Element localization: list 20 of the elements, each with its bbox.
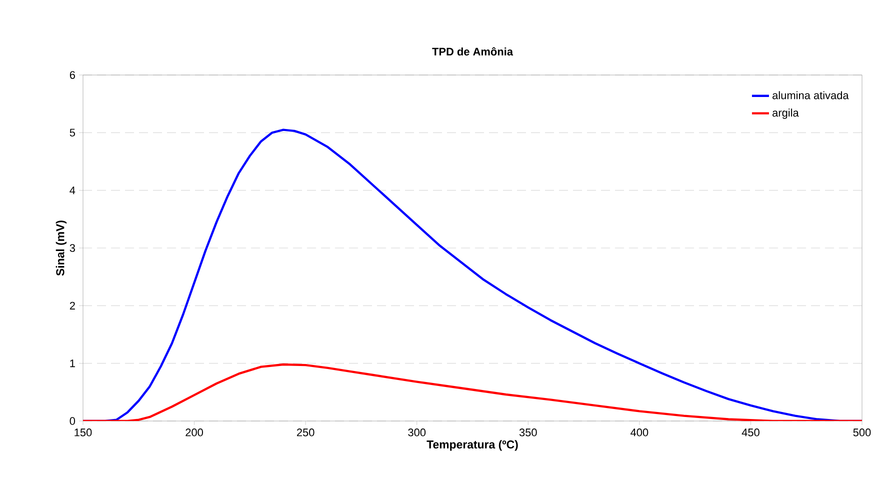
x-tick-label: 500 (853, 428, 871, 436)
legend-label: argila (772, 108, 799, 119)
y-tick-label: 4 (70, 186, 76, 194)
x-tick-label: 400 (630, 428, 648, 436)
y-tick-label: 6 (70, 71, 75, 79)
y-tick-label: 5 (70, 128, 76, 136)
x-axis-title: Temperatura (ºC) (426, 440, 518, 451)
y-axis-title: Sinal (mV) (56, 220, 67, 276)
x-tick-label: 250 (296, 428, 314, 436)
x-tick-label: 300 (408, 428, 426, 436)
x-tick-label: 450 (742, 428, 760, 436)
x-tick-label: 350 (519, 428, 537, 436)
y-tick-label: 3 (70, 244, 75, 252)
y-tick-label: 1 (70, 360, 75, 368)
legend-label: alumina ativada (772, 91, 849, 100)
x-tick-label: 200 (186, 428, 203, 436)
x-tick-label: 150 (74, 428, 92, 436)
chart-title: TPD de Amônia (432, 47, 514, 56)
y-tick-label: 0 (70, 417, 76, 425)
y-tick-label: 2 (70, 302, 75, 310)
